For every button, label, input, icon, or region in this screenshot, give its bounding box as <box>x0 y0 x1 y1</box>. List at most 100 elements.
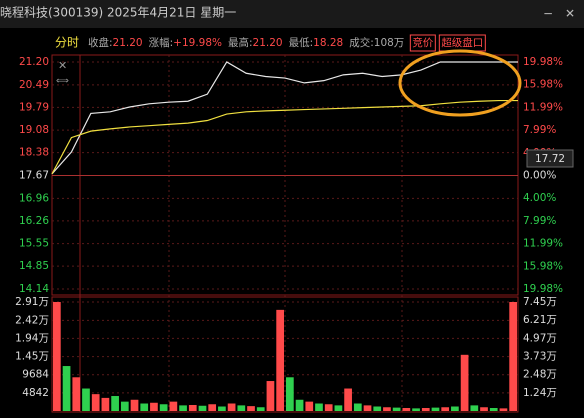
volume-bar <box>140 403 149 411</box>
volume-bar <box>363 405 372 411</box>
expand-icon[interactable]: ⟺ <box>56 77 69 87</box>
volume-bar <box>324 404 333 411</box>
highlight-circle <box>398 49 522 117</box>
y-tick-label: 16.96 <box>19 192 49 204</box>
volume-bar <box>82 388 90 411</box>
volume-bar <box>169 401 178 411</box>
y2-tick-label: 0.00% <box>523 170 556 182</box>
volume-bar <box>373 406 382 411</box>
volume-bar <box>451 406 459 411</box>
volume-bar <box>159 404 168 411</box>
y2-tick-label: 11.99% <box>523 238 563 250</box>
volume-bar <box>353 403 362 411</box>
y-tick-label: 15.55 <box>19 238 49 250</box>
volume-bar <box>392 407 401 411</box>
price-line <box>51 61 518 175</box>
volume-bar <box>344 388 352 411</box>
volume-bar <box>276 309 284 411</box>
header-value: 21.20 <box>253 37 283 49</box>
volume-bar <box>227 403 236 411</box>
y2-tick-label: 3.73万 <box>523 350 557 362</box>
y2-tick-label: 19.98% <box>523 56 563 68</box>
header-label: 最高: <box>228 36 253 49</box>
volume-bar <box>315 403 323 411</box>
volume-bar <box>305 401 314 411</box>
volume-bar <box>412 408 420 411</box>
volume-bar <box>150 402 158 411</box>
header-label: 涨幅: <box>149 36 174 49</box>
volume-bar <box>101 397 110 411</box>
y-tick-label: 20.49 <box>19 79 49 91</box>
header-value: 21.20 <box>113 37 143 49</box>
header-label: 最低: <box>289 36 314 49</box>
y2-tick-label: 2.48万 <box>523 369 557 381</box>
header-value: 108万 <box>374 37 405 49</box>
volume-bar <box>421 408 430 411</box>
volume-bar <box>179 405 187 411</box>
y2-tick-label: 7.99% <box>523 215 556 227</box>
volume-bar <box>120 401 129 411</box>
title-bar <box>0 0 584 28</box>
header-value: +19.98% <box>173 37 222 49</box>
volume-bar <box>188 405 197 411</box>
volume-bar <box>480 407 488 411</box>
header-button[interactable]: 超级盘口 <box>441 36 483 49</box>
volume-bar <box>130 399 139 411</box>
volume-bar <box>208 404 217 411</box>
tab[interactable]: 分时 <box>55 36 79 50</box>
y2-tick-label: 15.98% <box>523 260 563 272</box>
volume-bar <box>62 366 71 411</box>
y-tick-label: 14.14 <box>19 283 49 295</box>
volume-bar <box>53 302 61 411</box>
y2-tick-label: 7.99% <box>523 124 556 136</box>
y-tick-label: 17.67 <box>19 170 49 182</box>
header-button[interactable]: 竞价 <box>412 36 433 49</box>
y2-tick-label: 11.99% <box>523 101 563 113</box>
cursor-box <box>526 149 574 168</box>
y2-tick-label: 19.98% <box>523 283 563 295</box>
y-tick-label: 21.20 <box>19 56 49 68</box>
volume-bar <box>509 302 517 411</box>
volume-bar <box>470 405 479 411</box>
header-label: 收盘: <box>88 36 113 49</box>
close-button[interactable]: ✕ <box>565 7 575 21</box>
y-tick-label: 19.08 <box>19 124 49 136</box>
volume-bar <box>441 407 450 411</box>
volume-bar <box>266 381 275 411</box>
volume-bar <box>218 406 226 411</box>
plot: 21.20 20.49 19.79 19.08 18.38 17.67 16.96 16.26… <box>15 54 574 413</box>
collapse-icon[interactable]: ✕ <box>58 59 67 72</box>
volume-bar <box>256 407 265 411</box>
y-tick-label: 16.26 <box>19 215 49 227</box>
y2-tick-label: 15.98% <box>523 79 563 91</box>
header-items: 收盘: 21.20 涨幅: +19.98% 最高: 21.20 最低: 18.28 成交: 108… <box>88 34 486 52</box>
y-tick-label: 9684 <box>22 369 49 381</box>
y2-tick-label: 1.24万 <box>523 387 557 399</box>
y-tick-label: 19.79 <box>19 101 49 113</box>
y-tick-label: 18.38 <box>19 147 49 159</box>
volume-bar <box>247 406 255 411</box>
volume-bar <box>111 396 119 411</box>
volume-bar <box>334 405 343 411</box>
minimize-button[interactable]: − <box>543 7 553 21</box>
y2-tick-label: 4.97万 <box>523 332 557 344</box>
y-tick-label: 2.42万 <box>15 314 49 326</box>
volume-bar <box>295 399 304 411</box>
volume-bar <box>402 408 411 411</box>
volume-bar <box>286 377 294 411</box>
header-label: 成交: <box>349 36 374 49</box>
price-line <box>51 99 518 175</box>
cursor-label: 17.72 <box>535 153 565 165</box>
y-tick-label: 14.85 <box>19 260 49 272</box>
volume-bar <box>383 407 391 411</box>
volume-bar <box>72 377 81 411</box>
volume-frame <box>51 296 519 413</box>
window-title: 晓程科技(300139) 2025年4月21日 星期一 <box>0 5 236 20</box>
volume-bar <box>431 407 440 411</box>
volume-bar <box>91 394 100 411</box>
y-tick-label: 2.91万 <box>15 296 49 308</box>
y-tick-label: 1.94万 <box>15 332 49 344</box>
y2-tick-label: 7.45万 <box>523 296 557 308</box>
